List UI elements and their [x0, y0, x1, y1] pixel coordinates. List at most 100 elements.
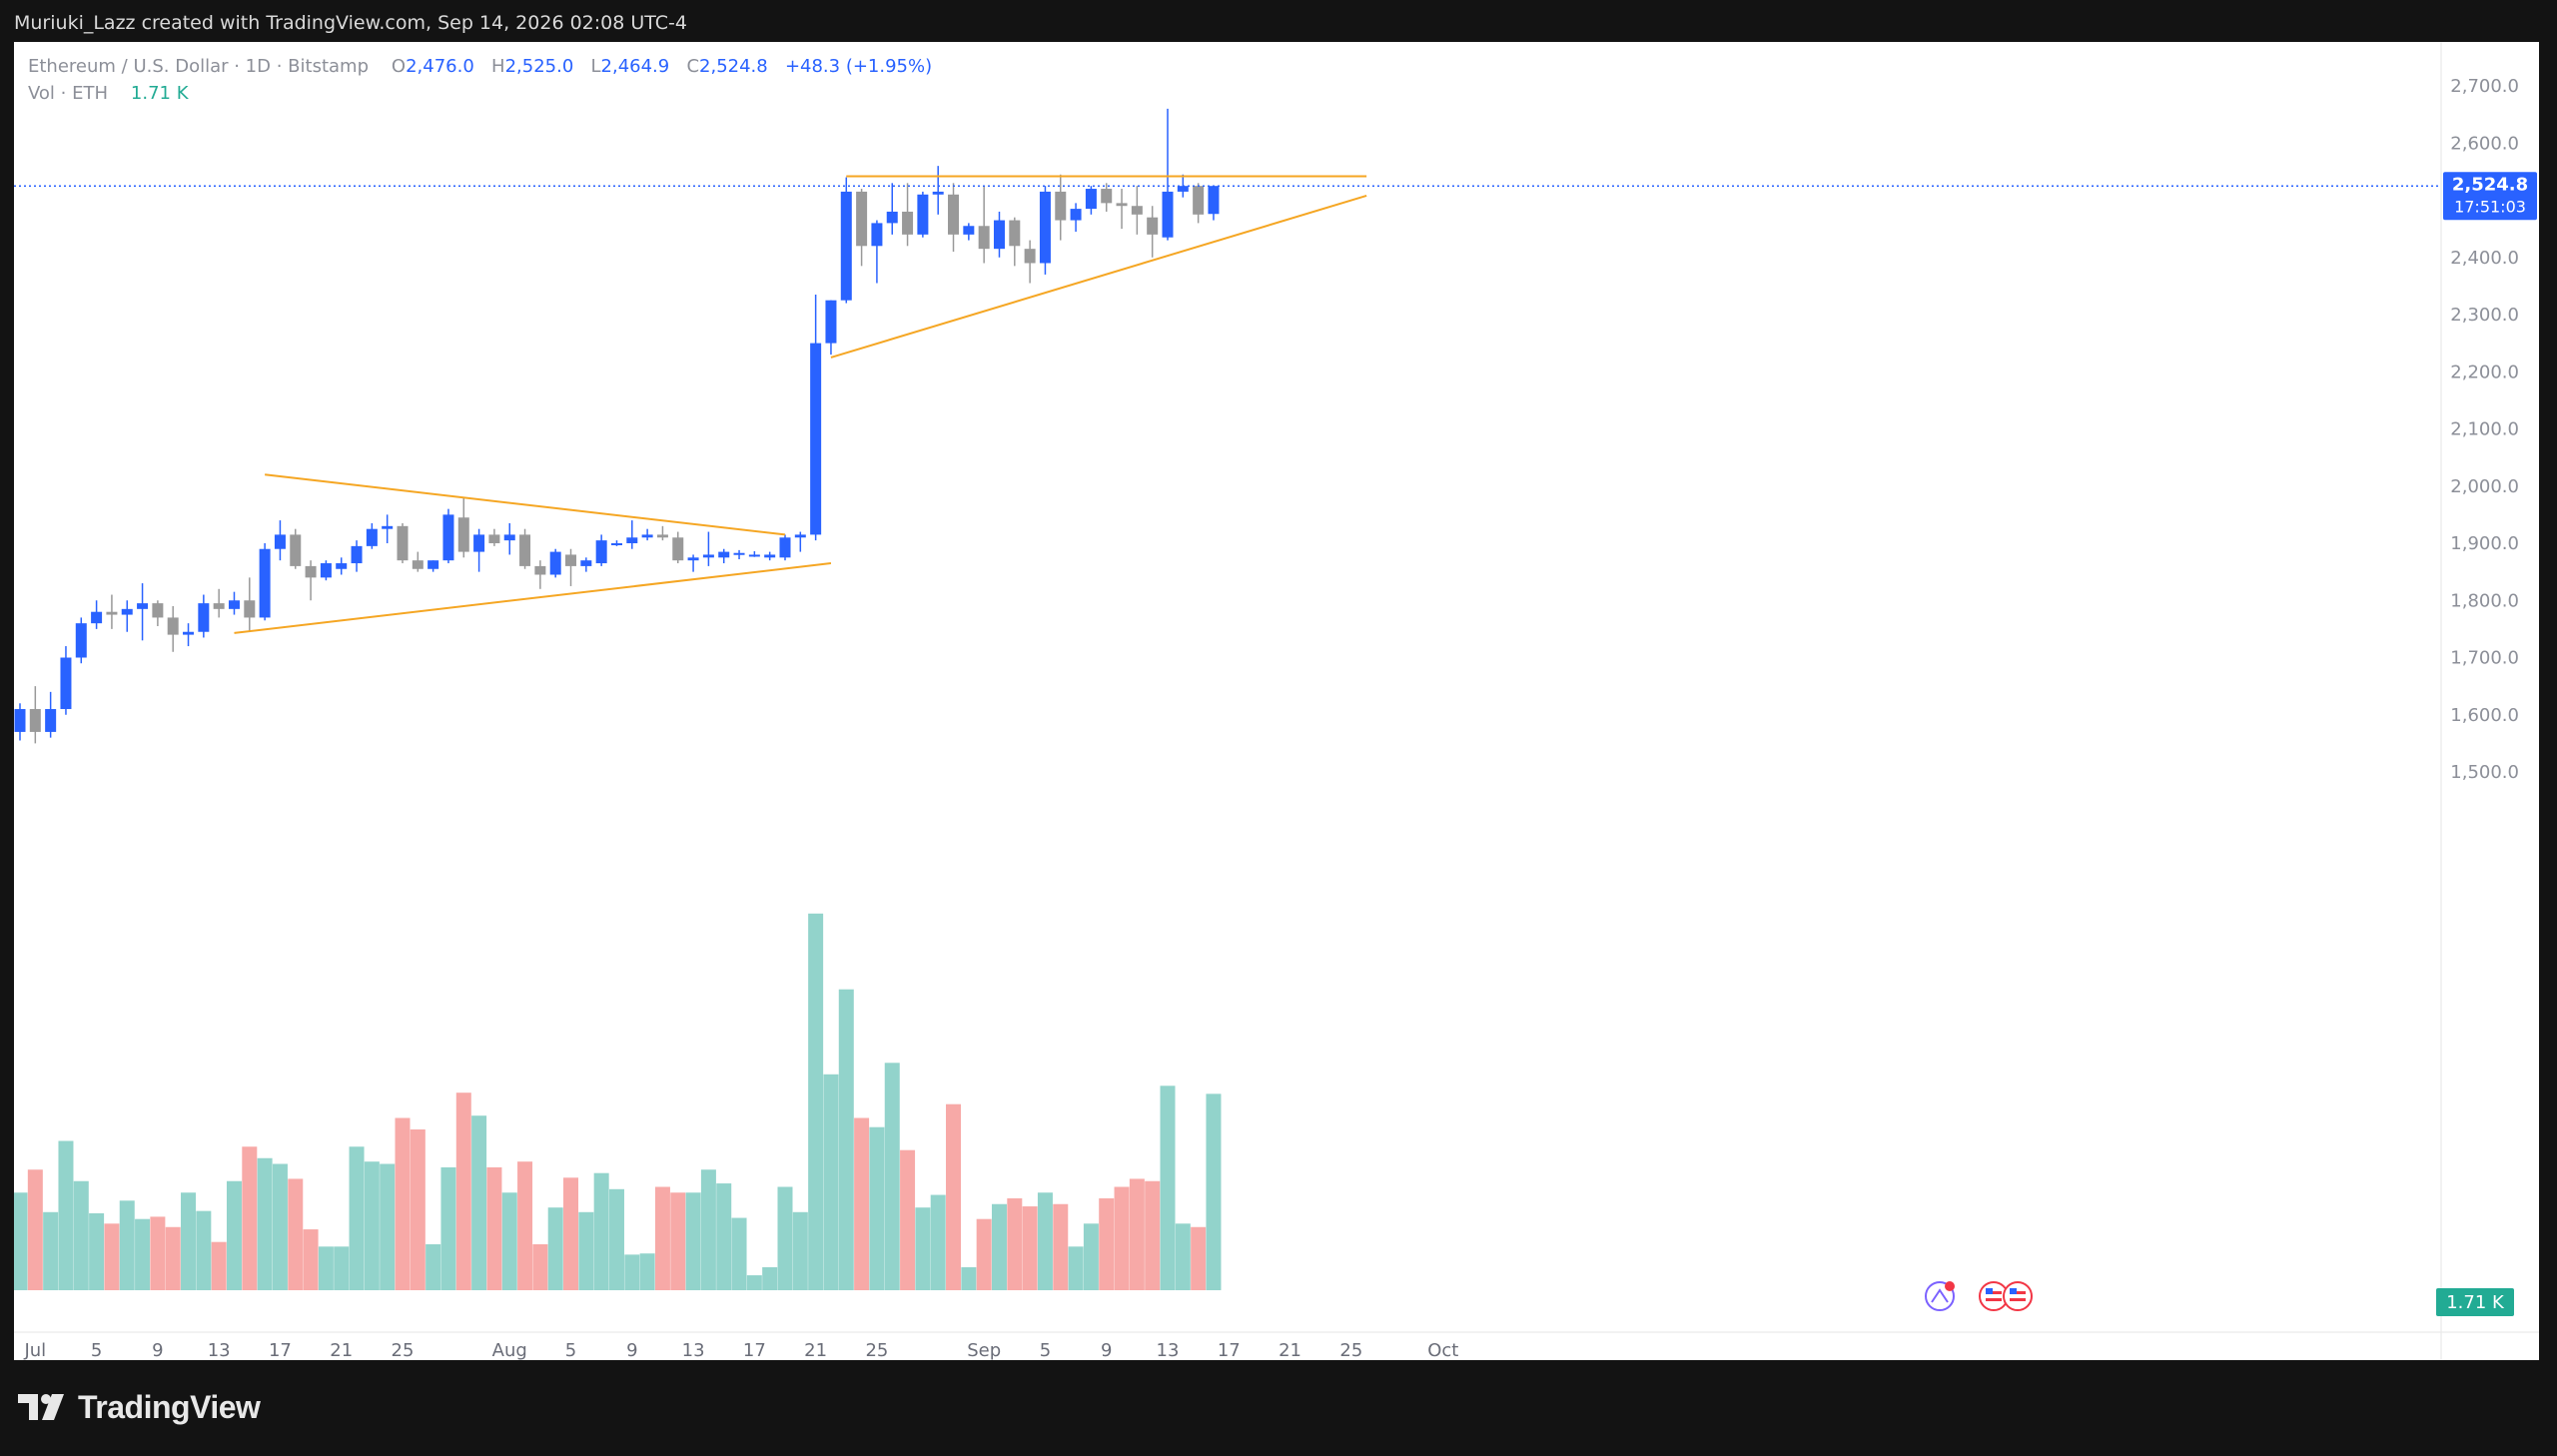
volume-bar-66: [1022, 1206, 1038, 1290]
candle-body-73: [1131, 206, 1143, 215]
candle-body-70: [1085, 189, 1097, 210]
time-tick-label: 25: [865, 1340, 888, 1360]
candle-body-52: [810, 343, 822, 535]
candle-body-43: [672, 537, 684, 561]
volume-bar-52: [808, 913, 824, 1290]
volume-bar-35: [547, 1207, 563, 1290]
volume-bar-2: [43, 1211, 59, 1290]
last-price-value: 2,524.8: [2452, 174, 2528, 195]
volume-bar-20: [318, 1246, 334, 1290]
candle-body-34: [534, 565, 546, 575]
price-tick-label: 2,100.0: [2450, 419, 2519, 440]
volume-bar-55: [854, 1117, 870, 1290]
volume-bar-31: [486, 1166, 502, 1290]
time-axis: Jul 5 9 13 17 21 25 Aug 5 9 13 17 21 25 Sep 5 9 13 17 21 25 O…: [23, 1340, 1458, 1360]
bar-countdown: 17:51:03: [2454, 197, 2526, 216]
volume-bar-61: [946, 1103, 962, 1290]
time-tick-label: 5: [1040, 1340, 1051, 1360]
chart-caption: Muriuki_Lazz created with TradingView.co…: [14, 12, 687, 34]
volume-tag: 1.71 K: [2436, 1288, 2514, 1316]
candle-body-67: [1039, 191, 1051, 264]
candle-body-18: [290, 534, 302, 566]
candle-body-71: [1101, 189, 1113, 204]
volume-bar-63: [976, 1218, 992, 1290]
candle-body-10: [167, 617, 179, 635]
candle-body-38: [595, 540, 607, 564]
volume-bar-27: [426, 1244, 441, 1290]
candle-body-21: [336, 563, 348, 569]
volume-bar-25: [395, 1117, 411, 1290]
last-price-tag: 2,524.8 17:51:03: [2443, 172, 2537, 221]
candle-body-5: [91, 611, 103, 624]
volume-bar-64: [991, 1203, 1007, 1290]
us-flag-icon-2[interactable]: [2003, 1281, 2033, 1311]
volume-bar-59: [915, 1207, 931, 1290]
volume-bar-22: [349, 1146, 365, 1290]
symbol-description[interactable]: Ethereum / U.S. Dollar · 1D · Bitstamp: [28, 56, 369, 77]
candle-body-54: [840, 191, 852, 301]
volume-bar-11: [181, 1192, 197, 1290]
time-tick-label: Sep: [967, 1340, 1001, 1360]
candle-body-24: [382, 525, 394, 529]
chart-area[interactable]: 1,500.0 1,600.0 1,700.0 1,800.0 1,900.0 2,000…: [14, 42, 2539, 1360]
time-tick-label: 5: [91, 1340, 102, 1360]
volume-bar-34: [532, 1244, 548, 1290]
volume-bar-15: [242, 1146, 258, 1290]
time-tick-label: Oct: [1427, 1340, 1458, 1360]
volume-bar-45: [700, 1169, 716, 1290]
price-tick-label: 2,400.0: [2450, 248, 2519, 269]
candle-body-20: [320, 563, 332, 578]
trendline-triangle-upper: [265, 473, 786, 536]
trendline-triangle-lower: [234, 562, 832, 634]
candle-body-35: [549, 551, 561, 575]
time-tick-label: Jul: [23, 1340, 46, 1360]
volume-bar-26: [410, 1129, 426, 1290]
time-tick-label: 25: [1339, 1340, 1362, 1360]
candle-body-47: [733, 552, 745, 555]
time-tick-label: 21: [804, 1340, 827, 1360]
volume-bar-78: [1206, 1093, 1222, 1290]
volume-bar-65: [1007, 1198, 1023, 1290]
volume-bar-8: [135, 1218, 151, 1290]
volume-bar-76: [1175, 1223, 1191, 1290]
candle-body-68: [1055, 191, 1067, 221]
candle-body-19: [305, 565, 317, 578]
volume-bar-54: [838, 989, 854, 1290]
volume-bar-77: [1191, 1226, 1207, 1290]
volume-label[interactable]: Vol · ETH: [28, 83, 108, 104]
candle-body-58: [902, 211, 914, 235]
candle-body-62: [963, 226, 975, 235]
price-tick-label: 1,600.0: [2450, 705, 2519, 726]
volume-bar-40: [624, 1254, 640, 1290]
ohlc-legend: Ethereum / U.S. Dollar · 1D · Bitstamp O…: [28, 56, 932, 77]
time-tick-label: 13: [208, 1340, 231, 1360]
volume-bar-14: [226, 1180, 242, 1290]
candle-body-36: [565, 554, 577, 566]
volume-bar-67: [1037, 1192, 1053, 1290]
volume-bar-23: [364, 1161, 380, 1290]
candlestick-chart[interactable]: 1,500.0 1,600.0 1,700.0 1,800.0 1,900.0 2,000…: [14, 42, 2539, 1360]
candle-body-39: [610, 543, 622, 545]
candle-body-29: [457, 517, 469, 552]
price-tick-label: 2,300.0: [2450, 305, 2519, 326]
trendlines: [234, 175, 1367, 634]
time-tick-label: 17: [743, 1340, 766, 1360]
volume-bar-51: [792, 1211, 808, 1290]
candle-body-53: [825, 300, 837, 344]
open-value: 2,476.0: [406, 56, 474, 77]
time-tick-label: 5: [565, 1340, 576, 1360]
tradingview-logo[interactable]: TradingView: [18, 1385, 261, 1429]
candle-body-76: [1177, 186, 1189, 192]
candle-body-57: [886, 211, 898, 224]
volume-bar-18: [288, 1178, 304, 1290]
candle-body-56: [871, 223, 883, 247]
close-value: 2,524.8: [699, 56, 768, 77]
candle-body-46: [718, 551, 730, 558]
dividend-event-icon[interactable]: [1925, 1281, 1955, 1311]
volume-bar-0: [14, 1192, 28, 1290]
candle-body-65: [1009, 220, 1021, 247]
candle-body-11: [183, 631, 195, 635]
volume-bar-12: [196, 1210, 212, 1290]
event-icons[interactable]: [1925, 1281, 2033, 1311]
price-tick-label: 1,500.0: [2450, 762, 2519, 783]
